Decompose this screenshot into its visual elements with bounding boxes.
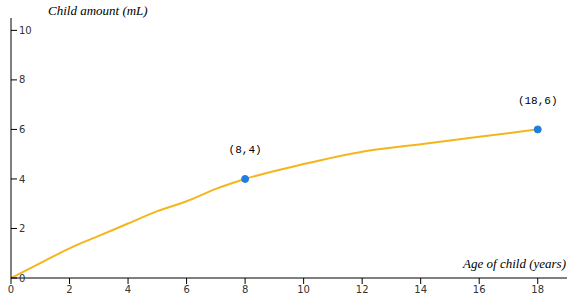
html-text:Age of child (years): Age of child (years) <box>463 256 566 271</box>
svg-text:16: 16 <box>473 284 486 295</box>
svg-text:2: 2 <box>19 223 25 234</box>
svg-text:14: 14 <box>414 284 427 295</box>
svg-text:4: 4 <box>19 174 25 185</box>
svg-text:6: 6 <box>183 284 189 295</box>
svg-text:0: 0 <box>8 284 14 295</box>
svg-text:0: 0 <box>19 273 25 284</box>
svg-text:10: 10 <box>297 284 310 295</box>
svg-text:(18,6): (18,6) <box>518 95 558 107</box>
svg-text:4: 4 <box>125 284 131 295</box>
svg-text:12: 12 <box>356 284 369 295</box>
svg-text:8: 8 <box>242 284 248 295</box>
svg-text:10: 10 <box>19 25 32 36</box>
svg-text:(8,4): (8,4) <box>229 144 262 156</box>
svg-text:18: 18 <box>531 284 544 295</box>
html-text:Child amount (mL): Child amount (mL) <box>48 3 148 18</box>
svg-text:2: 2 <box>66 284 72 295</box>
svg-text:6: 6 <box>19 124 25 135</box>
svg-text:8: 8 <box>19 74 25 85</box>
